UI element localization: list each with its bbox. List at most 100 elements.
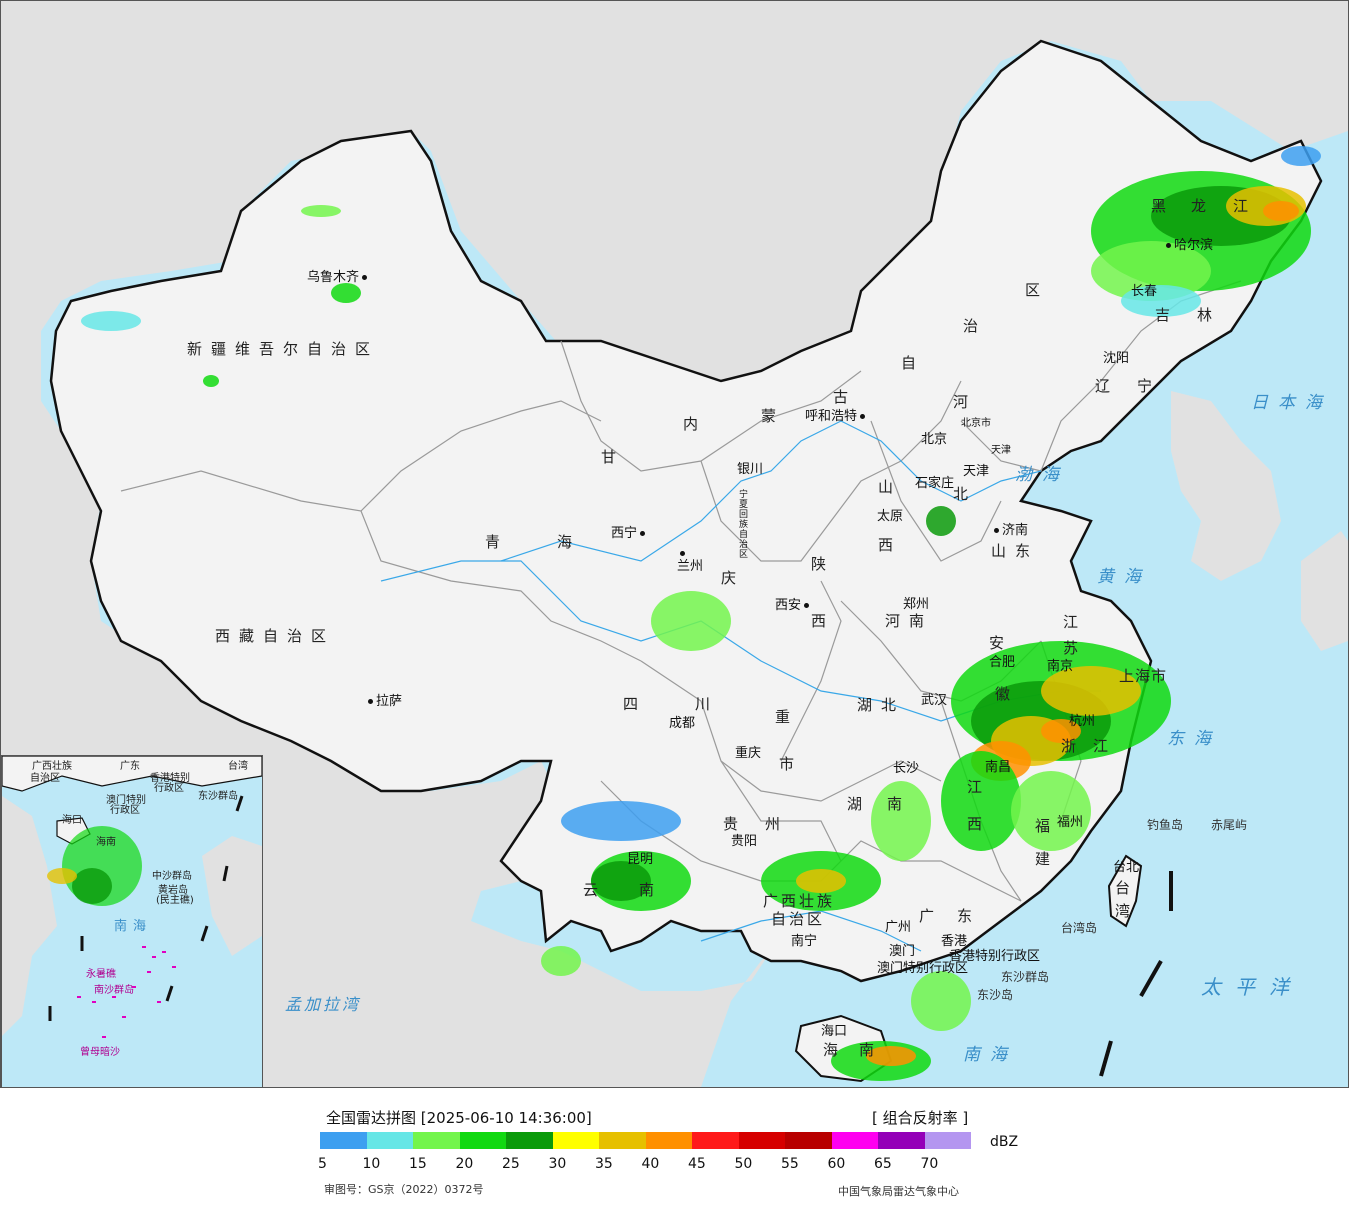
city-kunming: 昆明 [627, 852, 654, 867]
province-fujian-2: 建 [1035, 850, 1060, 868]
province-anhui-2: 徽 [995, 685, 1020, 703]
inset-label-macau: 澳门特别 [106, 795, 146, 806]
city-xian: 西安 [775, 599, 812, 612]
inset-label-hk-2: 行政区 [154, 783, 184, 794]
province-neimeng-3: 古 [833, 388, 858, 406]
radar-map[interactable]: 新疆维吾尔自治区 西藏自治区 青 海 甘 内 蒙 古 自 治 区 黑 龙 江 吉… [0, 0, 1349, 1088]
radar-echoes [81, 146, 1321, 1081]
legend-color-bar [320, 1132, 971, 1149]
sea-bengal: 孟加拉湾 [285, 995, 362, 1014]
province-macau: 澳门特别行政区 [877, 961, 969, 976]
province-shandong: 山东 [991, 542, 1040, 560]
inset-label-guangdong: 广东 [120, 761, 140, 772]
island-taiwan: 台湾岛 [1061, 921, 1098, 935]
legend-swatch [599, 1132, 646, 1149]
province-qinghai-2: 海 [557, 533, 582, 551]
island-dongsha: 东沙岛 [977, 988, 1014, 1002]
legend-tick-label: 70 [920, 1156, 939, 1172]
province-jiangsu-2: 苏 [1063, 639, 1088, 657]
sea-bohai: 渤海 [1015, 465, 1069, 485]
city-hefei: 合肥 [989, 655, 1016, 670]
city-harbin: 哈尔滨 [1163, 239, 1213, 252]
province-hebei-2: 北 [953, 485, 978, 503]
city-taipei: 台北 [1113, 860, 1140, 875]
island-diaoyu: 钓鱼岛 [1147, 818, 1184, 832]
province-neimeng-2: 蒙 [761, 407, 786, 425]
city-guiyang: 贵阳 [731, 834, 758, 849]
province-neimeng-5: 治 [963, 317, 988, 335]
province-hunan-1: 湖 [847, 795, 872, 813]
legend-swatch [831, 1132, 878, 1149]
legend-swatch [552, 1132, 599, 1149]
province-heilongjiang-3: 江 [1233, 197, 1258, 215]
city-shenyang: 沈阳 [1103, 351, 1130, 366]
city-nanning: 南宁 [791, 934, 818, 949]
city-wuhan: 武汉 [921, 693, 948, 708]
province-borders [120, 280, 1242, 902]
city-macao: 澳门 [889, 944, 916, 959]
province-liaoning-2: 宁 [1137, 377, 1162, 395]
city-tianjin: 天津 [963, 464, 990, 479]
inset-label-guangxi: 广西壮族 [32, 761, 72, 772]
province-yunnan-1: 云 [583, 881, 608, 899]
province-zhejiang-2: 江 [1093, 737, 1118, 755]
sea-east: 东海 [1167, 729, 1221, 749]
province-guangdong-1: 广 [919, 907, 944, 925]
province-jilin-2: 林 [1197, 306, 1222, 324]
legend-swatch [506, 1132, 553, 1149]
legend-tick-label: 10 [362, 1156, 381, 1172]
city-fuzhou: 福州 [1057, 815, 1084, 830]
inset-svg [2, 756, 262, 1038]
legend-tick-label: 50 [734, 1156, 753, 1172]
legend-swatch [878, 1132, 925, 1149]
province-yunnan-2: 南 [639, 881, 664, 899]
province-zhejiang-1: 浙 [1061, 737, 1086, 755]
legend-review-number: 审图号：GS京（2022）0372号 [324, 1183, 484, 1196]
legend-swatch [692, 1132, 739, 1149]
city-nanjing: 南京 [1047, 659, 1074, 674]
city-urumqi: 乌鲁木齐 [307, 271, 370, 284]
inset-label-dongsha: 东沙群岛 [198, 791, 238, 802]
legend-title: 全国雷达拼图 [2025-06-10 14:36:00] [326, 1109, 592, 1127]
legend-swatch [366, 1132, 413, 1149]
city-beijing: 北京 [921, 432, 948, 447]
province-taiwan-2: 湾 [1115, 902, 1140, 920]
legend-tick-label: 55 [781, 1156, 799, 1172]
legend-tick-label: 65 [874, 1156, 892, 1172]
inset-label-minzhu: (民主礁) [156, 895, 194, 906]
inset-label-huangyan: 黄岩岛 [158, 885, 188, 896]
province-guizhou-2: 州 [765, 815, 790, 833]
legend-swatch [459, 1132, 506, 1149]
legend-swatch [320, 1132, 367, 1149]
city-hangzhou: 杭州 [1069, 714, 1096, 729]
city-nanchang: 南昌 [985, 760, 1012, 775]
city-guangzhou: 广州 [885, 920, 912, 935]
inset-sea-label: 南海 [114, 919, 153, 934]
province-heilongjiang-1: 黑 [1151, 197, 1176, 215]
map-svg [1, 1, 1348, 1087]
province-sichuan-1: 四 [623, 695, 648, 713]
city-xining: 西宁 [611, 527, 648, 540]
province-chongqing-3: 市 [779, 755, 804, 773]
foreign-land-japan [1301, 531, 1348, 651]
legend-source: 中国气象局雷达气象中心 [838, 1185, 959, 1198]
province-anhui-1: 安 [989, 634, 1014, 652]
foreign-land-korea [1171, 391, 1281, 581]
legend-product: [ 组合反射率 ] [872, 1109, 969, 1127]
legend-swatch [645, 1132, 692, 1149]
island-dongsha-group: 东沙群岛 [1001, 970, 1050, 984]
province-guizhou-1: 贵 [723, 815, 748, 833]
province-henan: 河南 [885, 612, 934, 630]
province-jiangsu-1: 江 [1063, 613, 1088, 631]
province-shaanxi-2: 西 [811, 612, 836, 630]
province-beijing: 北京市 [961, 418, 991, 429]
inset-label-haikou: 海口 [62, 815, 82, 826]
province-neimeng-4: 自 [901, 354, 926, 372]
province-liaoning-1: 辽 [1095, 377, 1120, 395]
sea-yellow: 黄海 [1097, 567, 1151, 587]
province-xizang: 西藏自治区 [215, 627, 336, 645]
south-china-sea-inset: 广西壮族 自治区 广东 台湾 香港特别 行政区 澳门特别 行政区 东沙群岛 海口… [1, 755, 263, 1087]
inset-label-guangxi-2: 自治区 [30, 773, 60, 784]
legend-swatch [738, 1132, 785, 1149]
city-chengdu: 成都 [669, 716, 696, 731]
